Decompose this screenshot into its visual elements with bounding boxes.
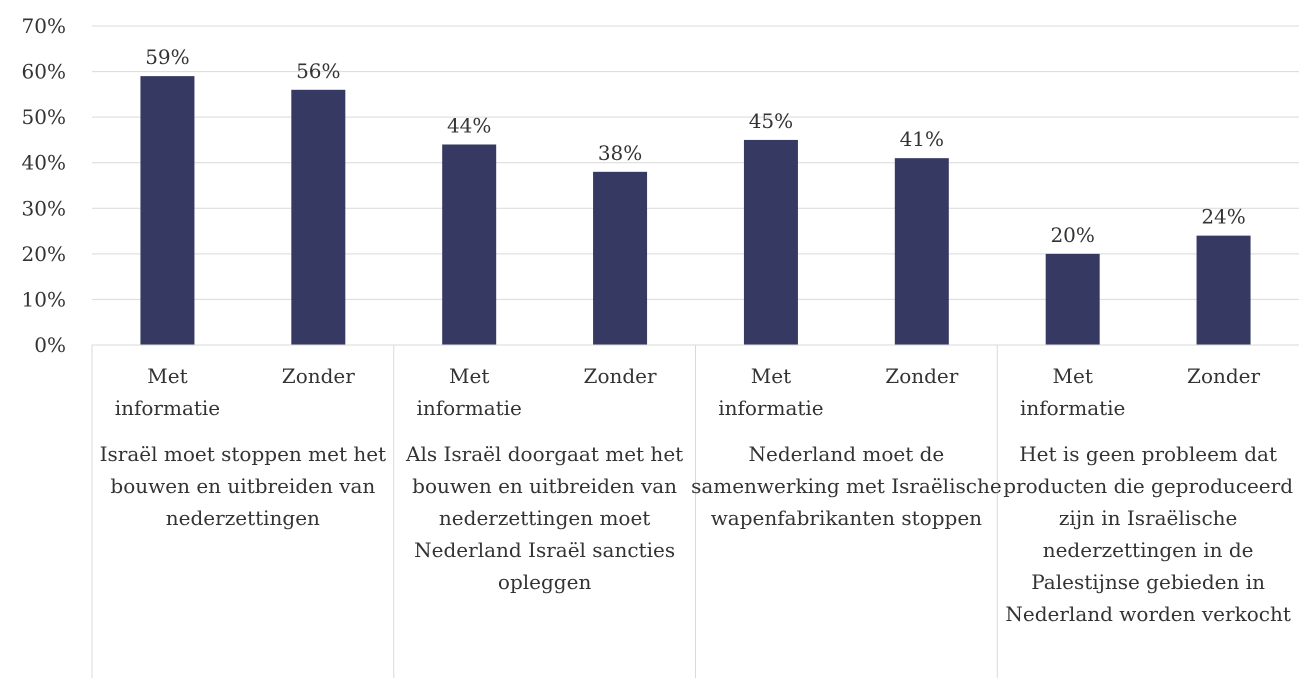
bar: [1196, 235, 1251, 345]
x-tick-label: Zonder: [281, 364, 355, 388]
group-label: Het is geen probleem dat producten die g…: [1003, 442, 1293, 626]
x-tick-label: Zonder: [1187, 364, 1261, 388]
bar: [894, 158, 949, 345]
y-tick-label: 60%: [22, 60, 66, 84]
data-label: 45%: [749, 109, 793, 133]
data-label: 24%: [1201, 205, 1245, 229]
group-label: Nederland moet de samenwerking met Israë…: [691, 442, 1002, 530]
data-label: 56%: [296, 59, 340, 83]
x-tick-label: Zonder: [885, 364, 959, 388]
group-label: Als Israël doorgaat met het bouwen en ui…: [406, 442, 684, 594]
bar: [1045, 253, 1100, 345]
y-tick-label: 30%: [22, 196, 66, 220]
y-tick-label: 70%: [22, 14, 66, 38]
y-tick-label: 40%: [22, 151, 66, 175]
x-tick-label: Met informatie: [1019, 364, 1126, 420]
group-label: Israël moet stoppen met het bouwen en ui…: [99, 442, 387, 530]
x-tick-label: Met informatie: [416, 364, 522, 420]
x-tick-label: Met informatie: [718, 364, 824, 420]
y-tick-label: 50%: [22, 105, 66, 129]
bar: [743, 139, 798, 345]
bar: [442, 144, 497, 345]
data-label: 20%: [1050, 223, 1094, 247]
y-tick-label: 20%: [22, 242, 66, 266]
y-tick-label: 0%: [34, 333, 66, 357]
data-label: 59%: [145, 45, 189, 69]
y-tick-label: 10%: [22, 287, 66, 311]
x-tick-label: Met informatie: [114, 364, 221, 420]
data-label: 38%: [598, 141, 642, 165]
data-label: 41%: [900, 127, 944, 151]
bar: [593, 171, 648, 345]
x-tick-label: Zonder: [583, 364, 657, 388]
bar: [140, 76, 195, 345]
bar: [291, 89, 346, 345]
data-label: 44%: [447, 113, 491, 137]
